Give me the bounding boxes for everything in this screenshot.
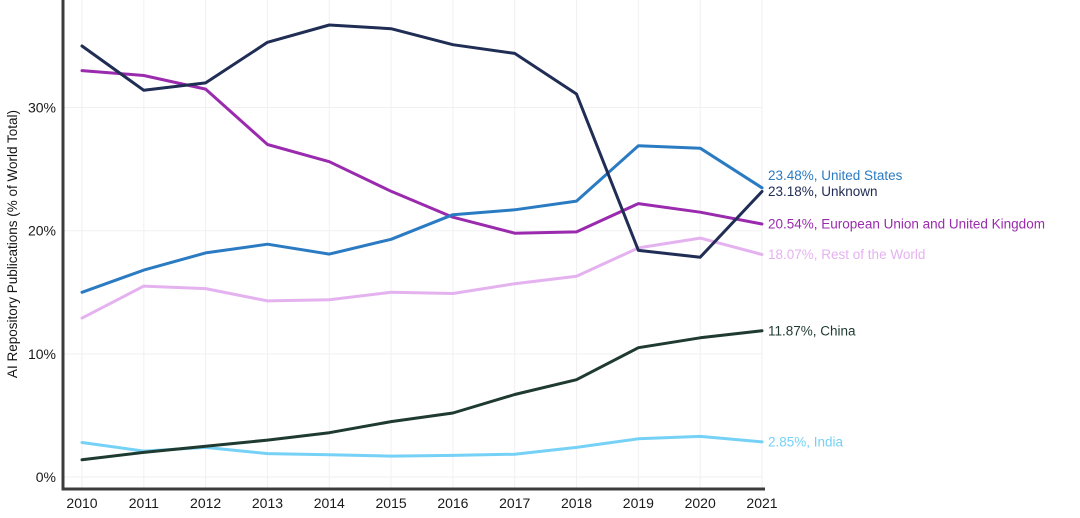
x-tick-label: 2021 [746,495,777,511]
x-tick-label: 2019 [623,495,654,511]
y-axis-title: AI Repository Publications (% of World T… [5,110,20,378]
x-tick-label: 2017 [499,495,530,511]
series-line-rest-of-the-world [80,236,764,320]
y-tick-label: 30% [28,100,56,116]
y-tick-label: 0% [36,469,56,485]
series-end-label-rest-of-the-world: 18.07%, Rest of the World [768,247,925,262]
y-tick-label: 10% [28,346,56,362]
series-end-label-india: 2.85%, India [768,435,844,450]
y-tick-label: 20% [28,223,56,239]
x-tick-label: 2011 [129,495,159,511]
x-tick-label: 2020 [685,495,716,511]
series-line-china [80,329,764,462]
series-end-label-unknown: 23.18%, Unknown [768,184,878,199]
series-line-united-states [80,144,764,294]
x-tick-label: 2010 [66,495,97,511]
x-tick-label: 2014 [314,495,345,511]
series-end-label-china: 11.87%, China [768,324,856,339]
x-tick-label: 2016 [437,495,468,511]
series-end-label-european-union-and-united-kingdom: 20.54%, European Union and United Kingdo… [768,217,1045,232]
series-line-india [80,434,764,458]
x-tick-label: 2013 [252,495,283,511]
series-end-label-united-states: 23.48%, United States [768,168,903,183]
series-line-european-union-and-united-kingdom [80,69,764,235]
x-tick-label: 2015 [376,495,407,511]
series-line-unknown [80,23,764,259]
x-tick-label: 2018 [561,495,592,511]
x-tick-label: 2012 [190,495,221,511]
